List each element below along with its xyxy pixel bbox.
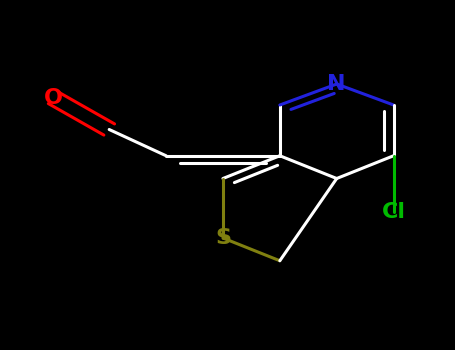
Text: Cl: Cl	[382, 202, 405, 222]
Text: O: O	[44, 88, 63, 108]
Text: N: N	[328, 74, 346, 94]
Text: S: S	[215, 228, 231, 248]
